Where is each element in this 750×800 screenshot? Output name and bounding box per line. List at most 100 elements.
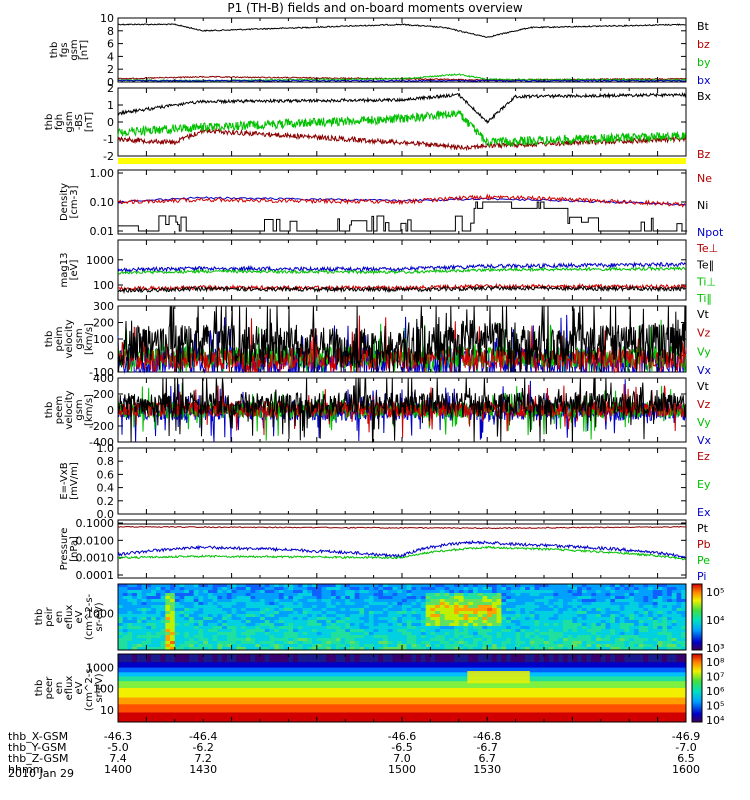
spectrogram-cell	[586, 620, 592, 624]
spectrogram-cell	[198, 599, 204, 603]
spectrogram-cell	[624, 635, 630, 639]
spectrogram-cell	[250, 626, 256, 630]
spectrogram-cell	[122, 632, 128, 636]
spectrogram-cell	[274, 647, 280, 651]
spectrogram-cell	[591, 608, 597, 612]
spectrogram-cell	[345, 587, 351, 591]
spectrogram-cell	[184, 626, 190, 630]
spectrogram-cell	[529, 608, 536, 612]
spectrogram-cell	[146, 593, 152, 597]
spectrogram-cell	[312, 641, 318, 645]
spectrogram-cell	[179, 644, 185, 648]
spectrogram-cell	[217, 632, 223, 636]
spectrogram-cell	[491, 632, 498, 636]
y-label-line: gsm	[74, 399, 85, 420]
spectrogram-cell	[577, 623, 583, 627]
spectrogram-cell	[567, 587, 573, 591]
spectrogram-cell	[340, 614, 346, 618]
spectrogram-cell	[553, 587, 559, 591]
spectrogram-cell	[307, 617, 313, 621]
spectrogram-cell	[193, 629, 199, 633]
spectrogram-cell	[643, 593, 649, 597]
spectrogram-cell	[226, 605, 233, 609]
spectrogram-cell	[316, 623, 323, 627]
spectrogram-cell	[236, 629, 242, 633]
spectrogram-cell	[193, 641, 199, 645]
legend-vy: Vy	[697, 345, 711, 358]
spectrogram-cell	[160, 620, 166, 624]
spectrogram-cell	[496, 644, 502, 648]
spectrogram-cell	[638, 632, 644, 636]
spectrogram-cell	[217, 617, 223, 621]
spectrogram-cell	[501, 611, 507, 615]
spectrogram-cell	[619, 584, 625, 588]
spectrogram-cell	[231, 605, 237, 609]
spectrogram-cell	[302, 602, 308, 606]
spectrogram-cell	[297, 602, 304, 606]
spectrogram-cell	[539, 632, 545, 636]
spectrogram-cell	[132, 644, 138, 648]
spectrogram-cell	[444, 593, 450, 597]
spectrogram-cell	[629, 635, 635, 639]
spectrogram-cell	[510, 626, 517, 630]
spectrogram-cell	[491, 641, 498, 645]
spectrogram-cell	[245, 617, 252, 621]
y-axis-label: Density[cm-3]	[59, 183, 80, 221]
spectrogram-cell	[610, 590, 616, 594]
spectrogram-cell	[458, 608, 465, 612]
spectrogram-cell	[411, 635, 417, 639]
spectrogram-cell	[307, 638, 313, 642]
spectrogram-cell	[226, 596, 233, 600]
spectrogram-cell	[406, 654, 412, 663]
spectrogram-cell	[548, 641, 554, 645]
spectrogram-cell	[278, 647, 285, 651]
spectrogram-cell	[160, 614, 166, 618]
spectrogram-cell	[241, 647, 247, 651]
spectrogram-cell	[141, 617, 147, 621]
spectrogram-cell	[387, 608, 394, 612]
spectrogram-band	[118, 688, 686, 699]
spectrogram-cell	[302, 587, 308, 591]
spectrogram-cell	[203, 644, 209, 648]
spectrogram-cell	[127, 602, 133, 606]
spectrogram-cell	[482, 638, 488, 642]
spectrogram-cell	[189, 599, 195, 603]
spectrogram-cell	[652, 611, 659, 615]
spectrogram-cell	[619, 617, 625, 621]
spectrogram-cell	[354, 590, 360, 594]
spectrogram-cell	[534, 632, 540, 636]
spectrogram-cell	[278, 611, 285, 615]
spectrogram-cell	[118, 635, 124, 639]
spectrogram-cell	[155, 590, 162, 594]
spectrogram-cell	[170, 596, 176, 600]
spectrogram-cell	[553, 632, 559, 636]
spectrogram-cell	[463, 620, 469, 624]
spectrogram-cell	[577, 611, 583, 615]
y-tick-label: 0	[107, 404, 114, 417]
spectrogram-cell	[174, 611, 181, 615]
spectrogram-cell	[463, 629, 469, 633]
spectrogram-cell	[127, 587, 133, 591]
spectrogram-cell	[477, 647, 483, 651]
spectrogram-cell	[496, 584, 502, 588]
spectrogram-cell	[184, 584, 190, 588]
spectrogram-cell	[151, 605, 157, 609]
spectrogram-cell	[444, 623, 450, 627]
spectrogram-cell	[463, 596, 469, 600]
spectrogram-cell	[482, 644, 488, 648]
spectrogram-cell	[624, 632, 630, 636]
spectrogram-cell	[615, 641, 621, 645]
spectrogram-cell	[155, 647, 162, 651]
spectrogram-cell	[136, 635, 143, 639]
spectrogram-cell	[312, 617, 318, 621]
spectrogram-cell	[624, 608, 630, 612]
spectrogram-cell	[122, 587, 128, 591]
spectrogram-cell	[619, 590, 625, 594]
spectrogram-cell	[638, 654, 644, 663]
spectrogram-cell	[354, 623, 360, 627]
spectrogram-cell	[515, 590, 521, 594]
spectrogram-cell	[591, 620, 597, 624]
spectrogram-cell	[222, 614, 228, 618]
spectrogram-cell	[458, 641, 465, 645]
spectrogram-cell	[586, 593, 592, 597]
